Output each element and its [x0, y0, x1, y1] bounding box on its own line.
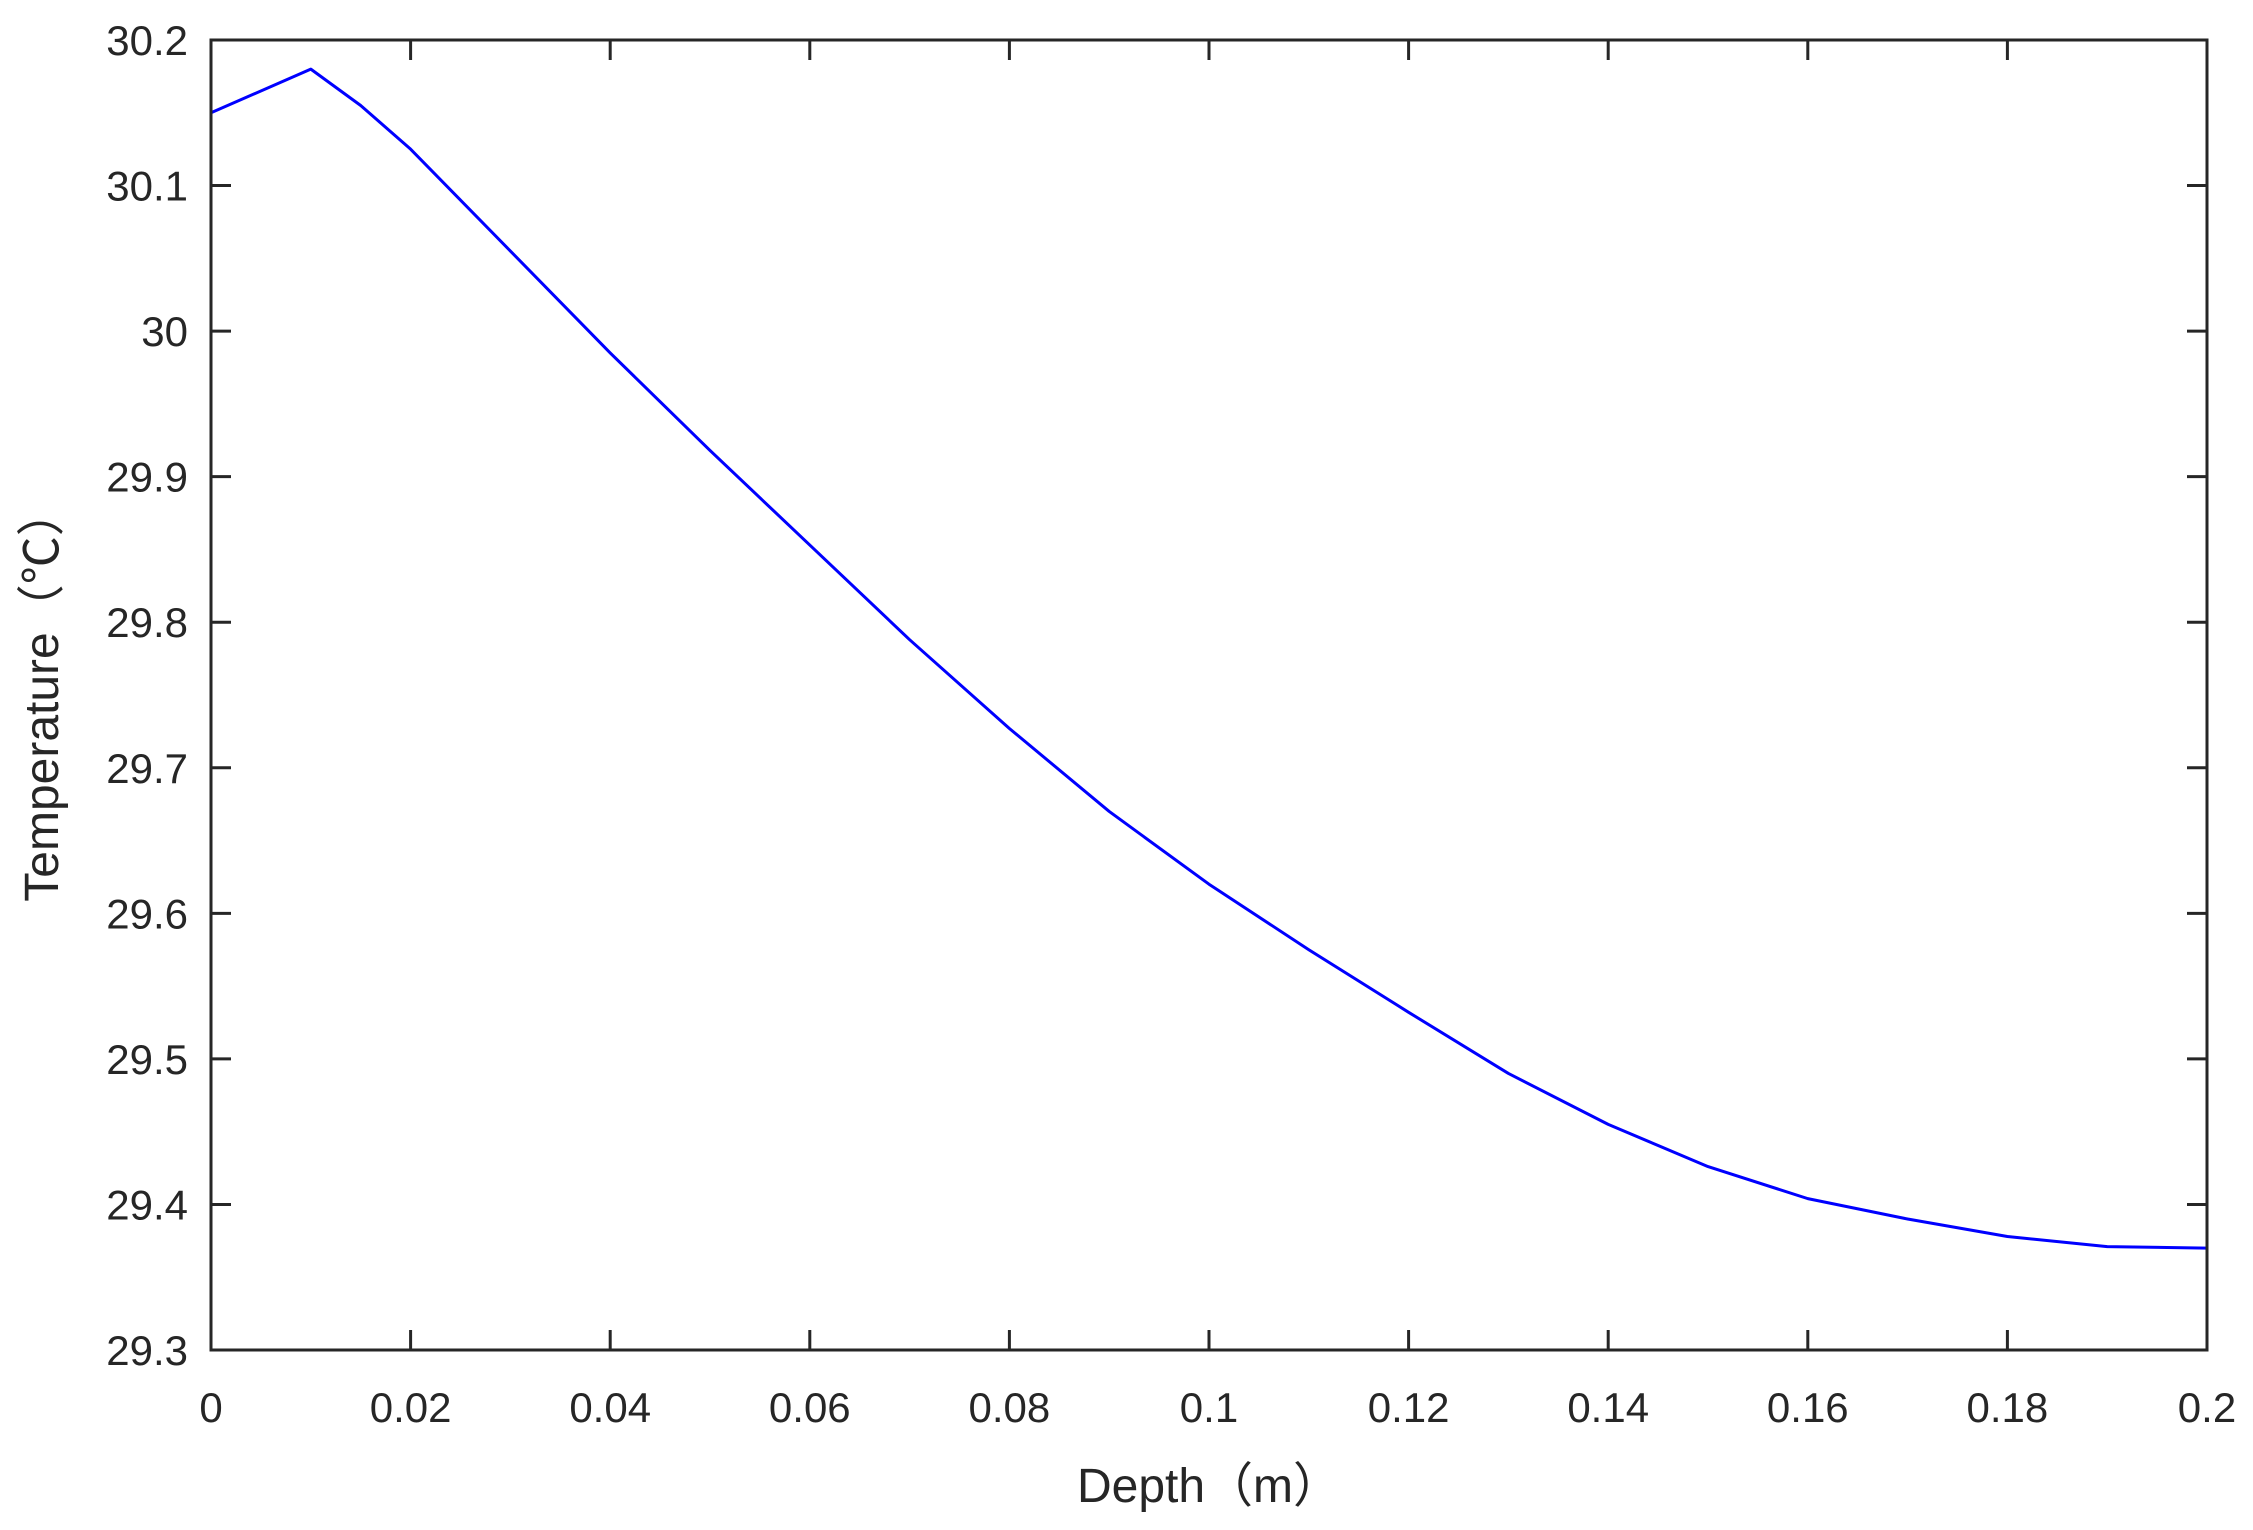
y-tick-label: 29.7	[106, 745, 188, 792]
x-tick-label: 0.02	[370, 1384, 452, 1431]
y-tick-label: 29.6	[106, 890, 188, 937]
y-tick-label: 29.4	[106, 1181, 188, 1228]
x-tick-label: 0	[199, 1384, 222, 1431]
tick-labels: 0 0.02 0.04 0.06 0.08 0.1 0.12 0.14 0.16 0.18 0.2 2…	[106, 17, 2236, 1431]
y-tick-label: 30	[141, 308, 188, 355]
y-tick-label: 30.1	[106, 163, 188, 210]
x-tick-label: 0.04	[569, 1384, 651, 1431]
x-tick-label: 0.1	[1180, 1384, 1238, 1431]
y-tick-label: 29.5	[106, 1036, 188, 1083]
y-tick-label: 30.2	[106, 17, 188, 64]
series-line-0	[210, 67, 2208, 1250]
x-tick-label: 0.08	[969, 1384, 1051, 1431]
x-axis-label: Depth（m）	[1077, 1460, 1341, 1513]
y-tick-label: 29.8	[106, 599, 188, 646]
x-tick-label: 0.14	[1567, 1384, 1649, 1431]
series-group	[210, 67, 2208, 1250]
y-tick-label: 29.9	[106, 454, 188, 501]
x-tick-label: 0.18	[1967, 1384, 2049, 1431]
plot-area-box	[209, 38, 2209, 1352]
x-tick-label: 0.06	[769, 1384, 851, 1431]
x-tick-label: 0.16	[1767, 1384, 1849, 1431]
y-tick-label: 29.3	[106, 1327, 188, 1374]
x-tick-label: 0.2	[2178, 1384, 2236, 1431]
y-axis-label: Temperature（℃）	[16, 488, 69, 901]
x-tick-label: 0.12	[1368, 1384, 1450, 1431]
